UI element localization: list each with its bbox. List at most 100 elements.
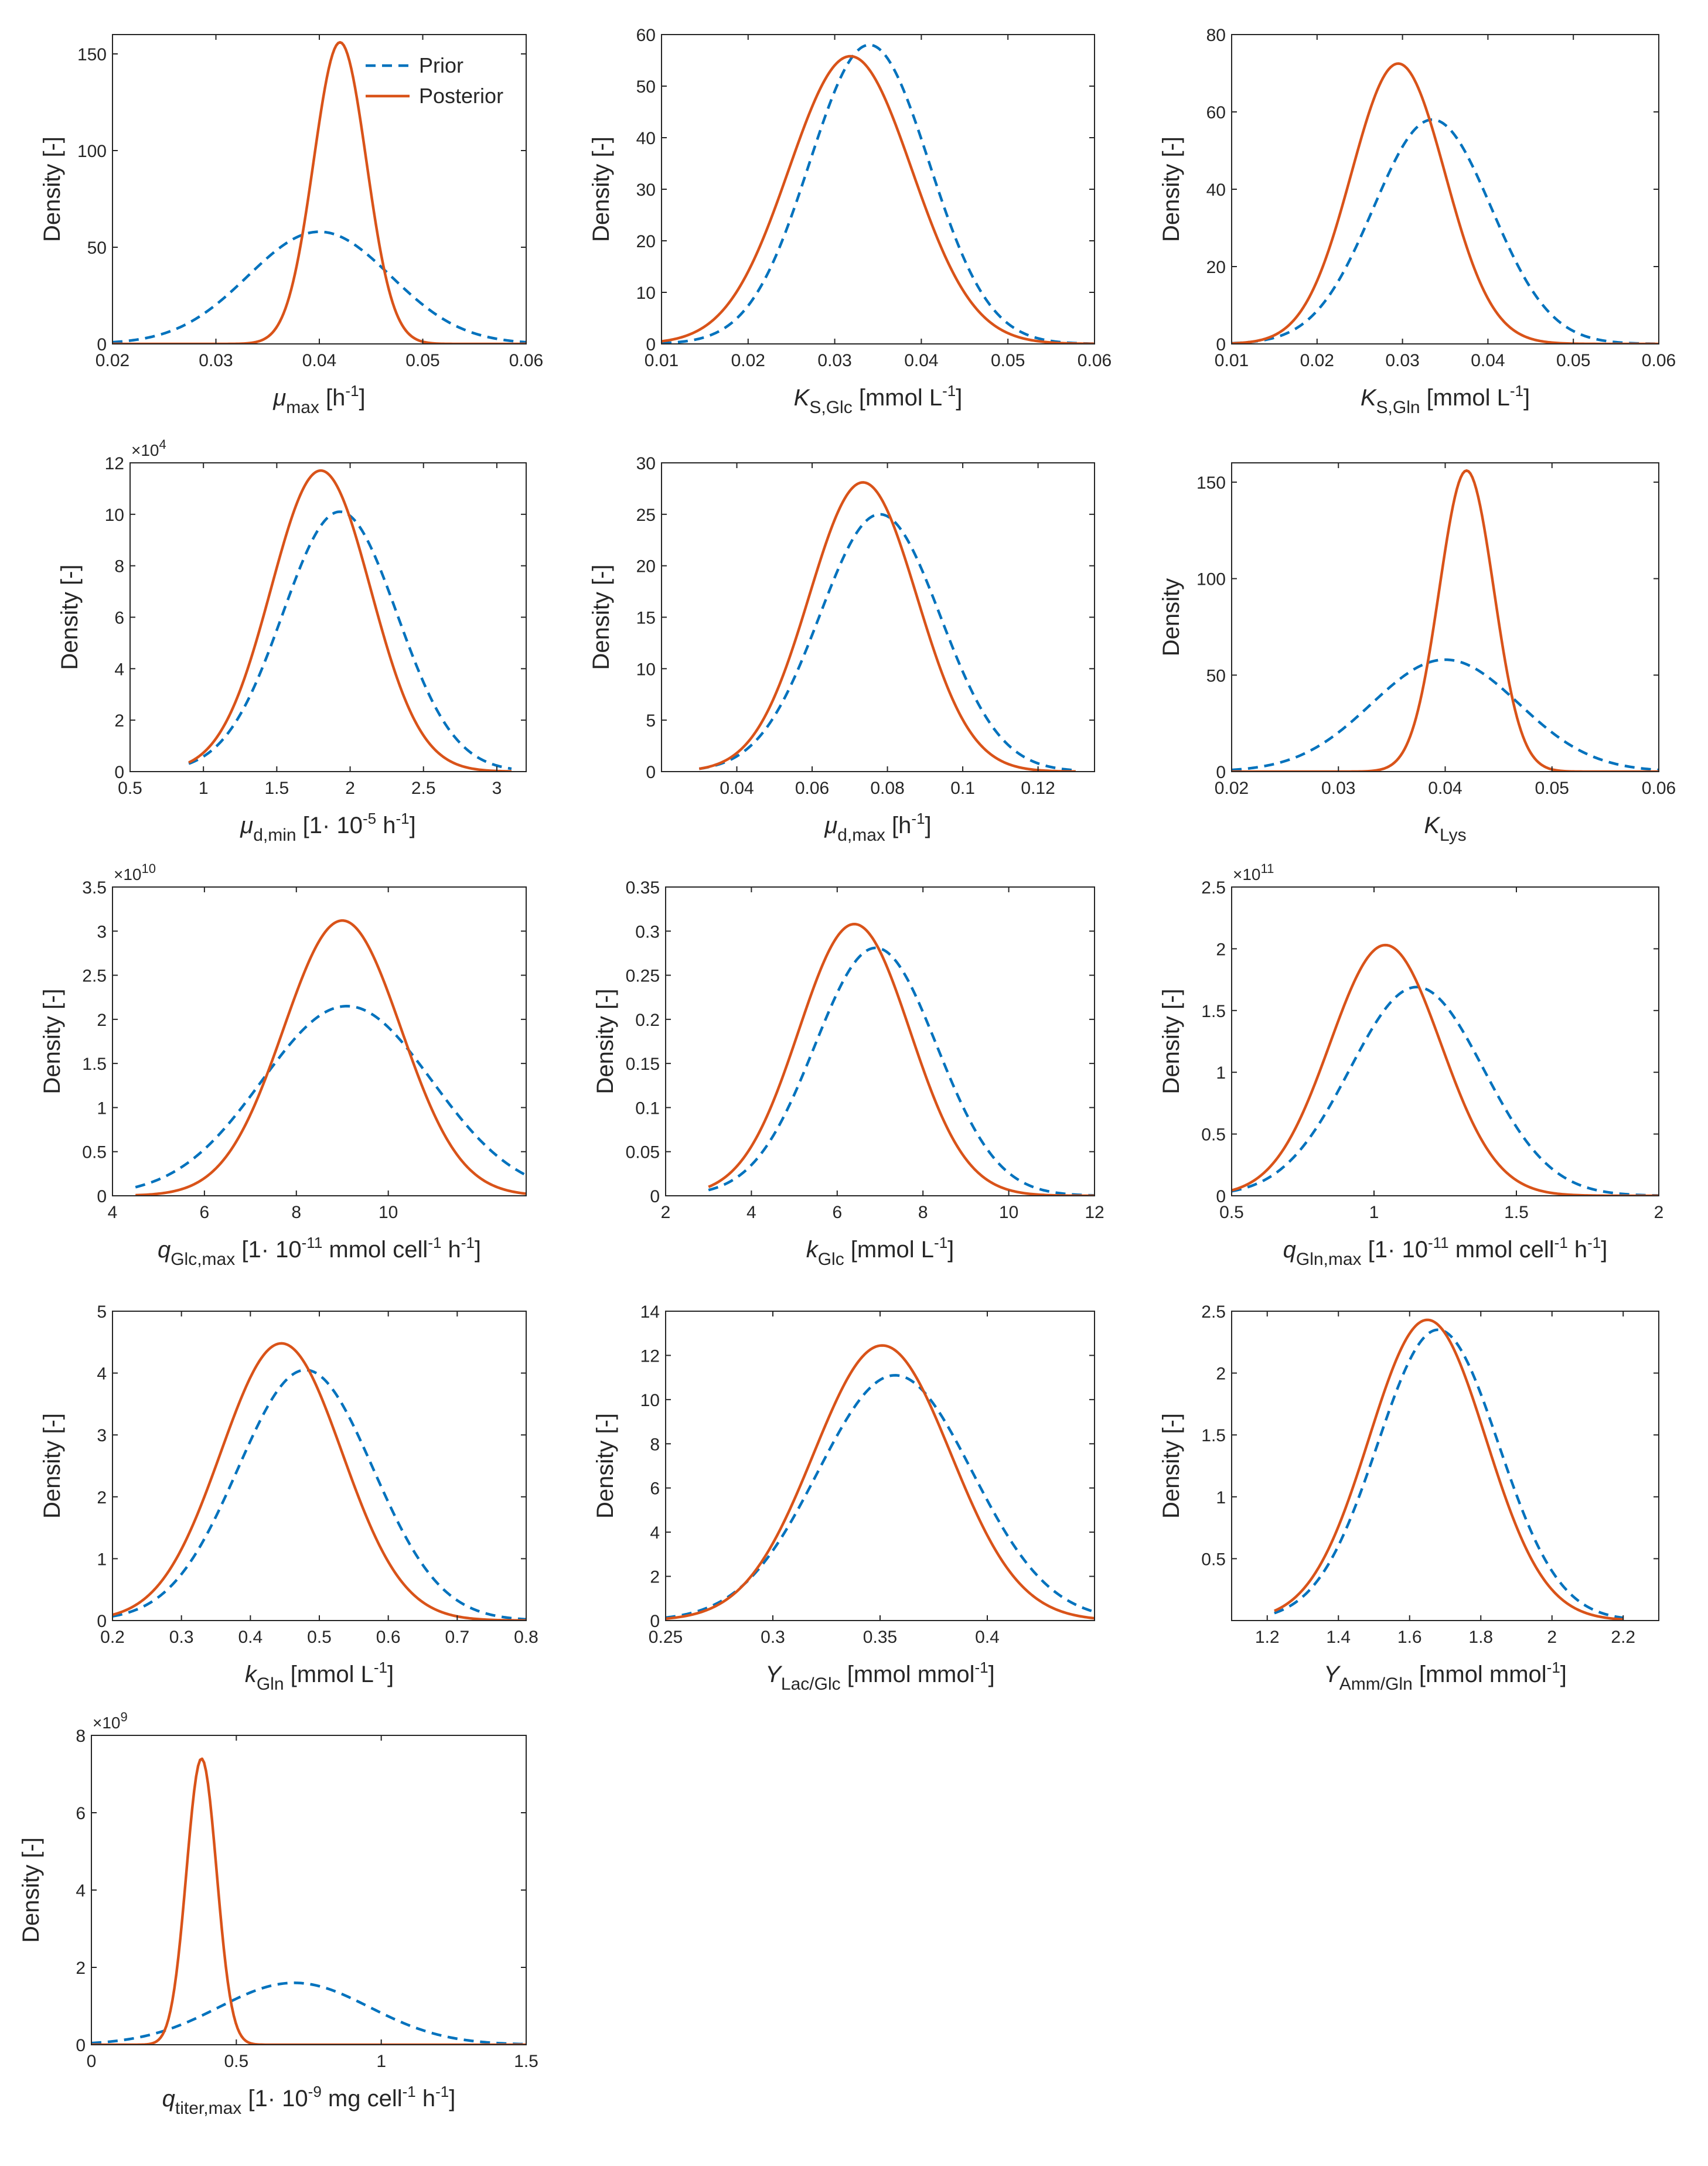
- x-tick-label: 0.05: [405, 351, 439, 370]
- x-tick-label: 0.03: [199, 351, 233, 370]
- plot-area: [188, 469, 512, 772]
- axes-box: [91, 1735, 527, 2045]
- chart-panel-5: 0.04 0.06 0.08 0.1 0.12 0 5 10 15 20 25 30 Density […: [588, 454, 1095, 845]
- y-tick-label: 6: [114, 609, 124, 628]
- plot-area: [91, 1757, 526, 2045]
- legend-prior-label: Prior: [419, 53, 463, 77]
- axes-box: [661, 34, 1095, 344]
- x-tick-label: 1: [1369, 1203, 1379, 1222]
- x-tick-label: 2.2: [1611, 1628, 1635, 1647]
- x-tick-label: 10: [999, 1203, 1018, 1222]
- x-tick-label: 0.3: [169, 1628, 194, 1647]
- y-tick-label: 4: [76, 1881, 86, 1901]
- y-tick-label: 2: [97, 1488, 107, 1507]
- x-tick-label: 0.04: [1471, 351, 1505, 370]
- prior-curve: [698, 513, 1076, 772]
- y-tick-label: 2: [76, 1959, 86, 1978]
- posterior-curve: [1232, 469, 1659, 772]
- y-tick-label: 1: [1216, 1063, 1226, 1083]
- y-tick-label: 2: [1216, 1365, 1226, 1384]
- x-axis-label: KLys: [1424, 813, 1466, 845]
- y-tick-label: 0.1: [635, 1099, 660, 1118]
- x-tick-label: 0.05: [991, 351, 1025, 370]
- chart-panel-13: 0 0.5 1 1.5 0 2 4 6 8 ×109 Density [-] qtiter,max […: [18, 1710, 538, 2118]
- y-tick-label: 20: [1206, 258, 1226, 277]
- prior-curve: [1232, 118, 1659, 344]
- y-axis-label: Density [-]: [1158, 137, 1184, 242]
- y-tick-label: 3: [97, 1426, 107, 1445]
- y-axis-label: Density [-]: [588, 564, 614, 670]
- y-tick-label: 0: [650, 1187, 660, 1206]
- x-tick-label: 0.04: [302, 351, 336, 370]
- plot-area: [112, 1342, 526, 1621]
- x-tick-label: 1.2: [1255, 1628, 1280, 1647]
- y-tick-label: 0: [97, 335, 107, 354]
- axes-box: [661, 462, 1095, 772]
- y-tick-label: 0.5: [82, 1143, 107, 1162]
- y-tick-label: 8: [76, 1727, 86, 1746]
- y-tick-label: 10: [105, 506, 124, 525]
- x-axis-label: KS,Gln [mmol L-1]: [1361, 382, 1530, 417]
- y-tick-label: 0: [646, 335, 656, 354]
- y-tick-label: 150: [77, 45, 107, 64]
- x-tick-label: 0.06: [1642, 779, 1676, 798]
- y-tick-label: 0.5: [1201, 1550, 1226, 1569]
- y-tick-label: 12: [105, 454, 124, 473]
- y-axis-label: Density [-]: [39, 1413, 65, 1519]
- posterior-curve: [1273, 1318, 1624, 1621]
- y-tick-label: 10: [636, 284, 656, 303]
- x-tick-label: 0.02: [1215, 779, 1249, 798]
- x-axis-label: kGlc [mmol L-1]: [806, 1234, 954, 1269]
- posterior-curve: [188, 469, 512, 772]
- x-tick-label: 2: [345, 779, 355, 798]
- y-tick-label: 0.5: [1201, 1125, 1226, 1145]
- x-tick-label: 0.7: [445, 1628, 469, 1647]
- x-tick-label: 0.5: [224, 2052, 248, 2071]
- x-tick-label: 1.4: [1326, 1628, 1351, 1647]
- x-tick-label: 4: [746, 1203, 756, 1222]
- posterior-curve: [666, 1344, 1095, 1621]
- x-tick-label: 0.03: [1385, 351, 1419, 370]
- legend-posterior-label: Posterior: [419, 84, 503, 108]
- x-tick-label: 2.5: [411, 779, 436, 798]
- posterior-curve: [662, 54, 1095, 344]
- x-axis-label: μd,max [h-1]: [824, 810, 931, 845]
- chart-panel-4: 0.5 1 1.5 2 2.5 3 0 2 4 6 8 10 12 ×104 Density [-] μd,m…: [57, 437, 527, 845]
- axes-box: [1231, 1311, 1659, 1621]
- x-axis-label: kGln [mmol L-1]: [245, 1659, 394, 1694]
- y-tick-label: 60: [1206, 103, 1226, 122]
- y-tick-label: 2: [97, 1011, 107, 1030]
- y-tick-label: 2: [1216, 940, 1226, 959]
- y-tick-label: 5: [646, 711, 656, 731]
- prior-curve: [188, 510, 512, 770]
- x-tick-label: 1.5: [514, 2052, 538, 2071]
- x-tick-label: 6: [200, 1203, 210, 1222]
- y-tick-label: 2: [114, 711, 124, 731]
- y-tick-label: 0: [114, 763, 124, 782]
- prior-curve: [666, 1374, 1095, 1619]
- y-tick-label: 20: [636, 557, 656, 577]
- x-tick-label: 0.06: [1642, 351, 1676, 370]
- legend: Prior Posterior: [366, 53, 503, 108]
- y-tick-label: 20: [636, 232, 656, 251]
- y-tick-label: 10: [640, 1391, 660, 1410]
- posterior-curve: [135, 919, 526, 1196]
- y-axis-label: Density [-]: [592, 988, 618, 1094]
- y-tick-label: 8: [650, 1435, 660, 1454]
- y-tick-label: 1: [97, 1099, 107, 1118]
- posterior-curve: [91, 1757, 526, 2045]
- x-tick-label: 0.3: [761, 1628, 785, 1647]
- x-tick-label: 0.25: [649, 1628, 683, 1647]
- chart-panel-7: 4 6 8 10 0 0.5 1 1.5 2 2.5 3 3.5 ×1010 Density [-] qGl…: [39, 861, 527, 1269]
- plot-area: [698, 481, 1076, 772]
- plot-area: [1232, 469, 1659, 772]
- y-axis-label: Density [-]: [57, 564, 83, 670]
- x-tick-label: 0.04: [720, 779, 754, 798]
- x-tick-label: 0.06: [795, 779, 829, 798]
- x-tick-label: 0.35: [863, 1628, 897, 1647]
- axes-box: [665, 886, 1095, 1196]
- y-tick-label: 4: [114, 660, 124, 679]
- y-tick-label: 8: [114, 557, 124, 577]
- chart-panel-6: 0.02 0.03 0.04 0.05 0.06 0 50 100 150 Density KLys: [1158, 462, 1676, 845]
